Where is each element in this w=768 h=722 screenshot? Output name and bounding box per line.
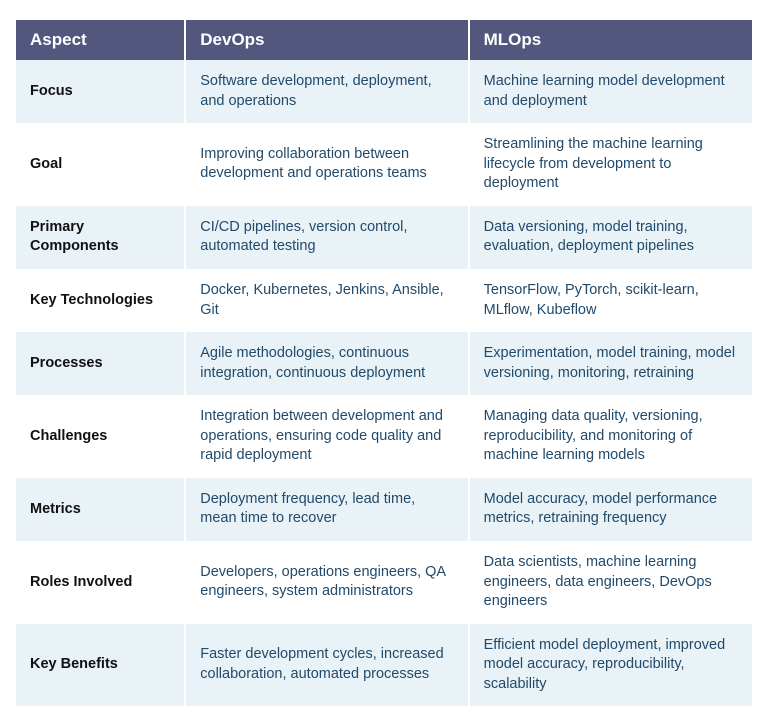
cell-mlops: Efficient model deployment, improved mod… <box>469 624 752 707</box>
cell-aspect: Challenges <box>16 395 185 478</box>
table-row: Key Technologies Docker, Kubernetes, Jen… <box>16 269 752 332</box>
comparison-table: Aspect DevOps MLOps Focus Software devel… <box>16 20 752 706</box>
col-mlops: MLOps <box>469 20 752 60</box>
cell-mlops: Model accuracy, model performance metric… <box>469 478 752 541</box>
cell-devops: Improving collaboration between developm… <box>185 123 468 206</box>
cell-aspect: Roles Involved <box>16 541 185 624</box>
cell-aspect: Key Benefits <box>16 624 185 707</box>
cell-mlops: Data versioning, model training, evaluat… <box>469 206 752 269</box>
table-row: Processes Agile methodologies, continuou… <box>16 332 752 395</box>
table-row: Primary Components CI/CD pipelines, vers… <box>16 206 752 269</box>
cell-mlops: Data scientists, machine learning engine… <box>469 541 752 624</box>
cell-aspect: Key Technologies <box>16 269 185 332</box>
table-header-row: Aspect DevOps MLOps <box>16 20 752 60</box>
cell-aspect: Focus <box>16 60 185 123</box>
cell-devops: Deployment frequency, lead time, mean ti… <box>185 478 468 541</box>
cell-devops: Software development, deployment, and op… <box>185 60 468 123</box>
col-aspect: Aspect <box>16 20 185 60</box>
cell-devops: CI/CD pipelines, version control, automa… <box>185 206 468 269</box>
cell-aspect: Processes <box>16 332 185 395</box>
cell-mlops: Streamlining the machine learning lifecy… <box>469 123 752 206</box>
cell-mlops: Experimentation, model training, model v… <box>469 332 752 395</box>
cell-aspect: Metrics <box>16 478 185 541</box>
table-row: Focus Software development, deployment, … <box>16 60 752 123</box>
cell-devops: Integration between development and oper… <box>185 395 468 478</box>
cell-devops: Docker, Kubernetes, Jenkins, Ansible, Gi… <box>185 269 468 332</box>
cell-mlops: Managing data quality, versioning, repro… <box>469 395 752 478</box>
table-row: Goal Improving collaboration between dev… <box>16 123 752 206</box>
table-row: Challenges Integration between developme… <box>16 395 752 478</box>
table-row: Roles Involved Developers, operations en… <box>16 541 752 624</box>
col-devops: DevOps <box>185 20 468 60</box>
cell-devops: Faster development cycles, increased col… <box>185 624 468 707</box>
cell-devops: Agile methodologies, continuous integrat… <box>185 332 468 395</box>
cell-mlops: Machine learning model development and d… <box>469 60 752 123</box>
table-row: Metrics Deployment frequency, lead time,… <box>16 478 752 541</box>
cell-aspect: Primary Components <box>16 206 185 269</box>
cell-aspect: Goal <box>16 123 185 206</box>
cell-devops: Developers, operations engineers, QA eng… <box>185 541 468 624</box>
table-row: Key Benefits Faster development cycles, … <box>16 624 752 707</box>
cell-mlops: TensorFlow, PyTorch, scikit-learn, MLflo… <box>469 269 752 332</box>
